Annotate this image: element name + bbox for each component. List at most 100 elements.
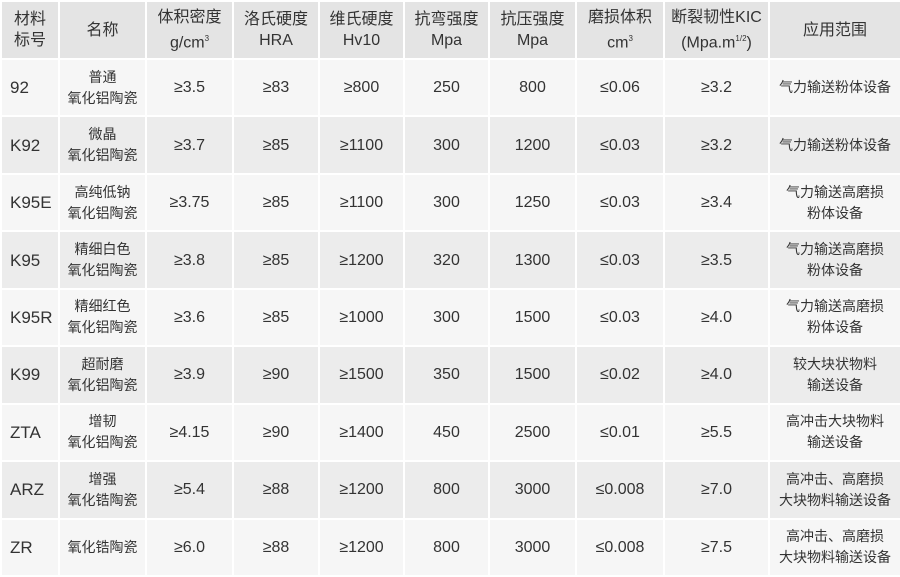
cell-name: 精细白色 氧化铝陶瓷 bbox=[58, 230, 147, 290]
cell-hra: ≥85 bbox=[232, 172, 320, 233]
table-row: ZTA 增韧 氧化铝陶瓷 ≥4.15 ≥90 ≥1400 450 2500 ≤0.01 ≥5.5 高… bbox=[0, 402, 900, 463]
cell-code: K95 bbox=[0, 230, 60, 290]
cell-app: 气力输送高磨损 粉体设备 bbox=[768, 287, 900, 348]
header-comp: 抗压强度 Mpa bbox=[488, 0, 577, 60]
cell-app: 高冲击、高磨损 大块物料输送设备 bbox=[768, 460, 900, 520]
cell-wear: ≤0.02 bbox=[575, 345, 665, 405]
cell-code: K95E bbox=[0, 172, 60, 233]
cell-app: 气力输送粉体设备 bbox=[768, 57, 900, 118]
cell-hv: ≥1500 bbox=[318, 345, 405, 405]
cell-hv: ≥1000 bbox=[318, 287, 405, 348]
cell-name: 超耐磨 氧化铝陶瓷 bbox=[58, 345, 147, 405]
header-wear: 磨损体积 cm3 bbox=[575, 0, 665, 60]
header-hv: 维氏硬度 Hv10 bbox=[318, 0, 405, 60]
cell-hra: ≥85 bbox=[232, 287, 320, 348]
cell-app: 较大块状物料 输送设备 bbox=[768, 345, 900, 405]
cell-comp: 3000 bbox=[488, 517, 577, 577]
cell-comp: 800 bbox=[488, 57, 577, 118]
cell-code: K95R bbox=[0, 287, 60, 348]
cell-comp: 1500 bbox=[488, 287, 577, 348]
cell-density: ≥5.4 bbox=[145, 460, 234, 520]
cell-app: 气力输送高磨损 粉体设备 bbox=[768, 172, 900, 233]
cell-bend: 800 bbox=[403, 460, 490, 520]
cell-wear: ≤0.008 bbox=[575, 517, 665, 577]
cell-density: ≥3.75 bbox=[145, 172, 234, 233]
header-code: 材料 标号 bbox=[0, 0, 60, 60]
cell-kic: ≥4.0 bbox=[663, 345, 770, 405]
cell-comp: 2500 bbox=[488, 402, 577, 463]
cell-name: 增韧 氧化铝陶瓷 bbox=[58, 402, 147, 463]
cell-wear: ≤0.03 bbox=[575, 115, 665, 175]
cell-kic: ≥7.0 bbox=[663, 460, 770, 520]
cell-wear: ≤0.03 bbox=[575, 287, 665, 348]
cell-bend: 300 bbox=[403, 172, 490, 233]
cell-hra: ≥90 bbox=[232, 402, 320, 463]
header-row: 材料 标号 名称 体积密度 g/cm3 洛氏硬度 HRA 维氏硬度 Hv10 抗弯强度 M… bbox=[0, 0, 900, 60]
cell-kic: ≥3.2 bbox=[663, 57, 770, 118]
cell-name: 微晶 氧化铝陶瓷 bbox=[58, 115, 147, 175]
cell-code: ARZ bbox=[0, 460, 60, 520]
table-row: ARZ 增强 氧化锆陶瓷 ≥5.4 ≥88 ≥1200 800 3000 ≤0.008 ≥7.0 高… bbox=[0, 460, 900, 520]
cell-kic: ≥4.0 bbox=[663, 287, 770, 348]
cell-kic: ≥3.2 bbox=[663, 115, 770, 175]
cell-comp: 1300 bbox=[488, 230, 577, 290]
header-application: 应用范围 bbox=[768, 0, 900, 60]
cell-app: 气力输送高磨损 粉体设备 bbox=[768, 230, 900, 290]
cell-bend: 800 bbox=[403, 517, 490, 577]
cell-name: 增强 氧化锆陶瓷 bbox=[58, 460, 147, 520]
cell-comp: 3000 bbox=[488, 460, 577, 520]
cell-kic: ≥5.5 bbox=[663, 402, 770, 463]
table-row: ZR 氧化锆陶瓷 ≥6.0 ≥88 ≥1200 800 3000 ≤0.008 ≥7.5 高冲击、… bbox=[0, 517, 900, 577]
table-row: K95 精细白色 氧化铝陶瓷 ≥3.8 ≥85 ≥1200 320 1300 ≤0.03 ≥3.5… bbox=[0, 230, 900, 290]
cell-code: ZTA bbox=[0, 402, 60, 463]
cell-code: 92 bbox=[0, 57, 60, 118]
header-bend: 抗弯强度 Mpa bbox=[403, 0, 490, 60]
cell-kic: ≥7.5 bbox=[663, 517, 770, 577]
cell-hv: ≥1100 bbox=[318, 172, 405, 233]
cell-wear: ≤0.03 bbox=[575, 172, 665, 233]
cell-density: ≥3.7 bbox=[145, 115, 234, 175]
header-hra: 洛氏硬度 HRA bbox=[232, 0, 320, 60]
cell-hv: ≥1100 bbox=[318, 115, 405, 175]
cell-comp: 1200 bbox=[488, 115, 577, 175]
cell-bend: 350 bbox=[403, 345, 490, 405]
cell-hv: ≥1200 bbox=[318, 230, 405, 290]
cell-kic: ≥3.5 bbox=[663, 230, 770, 290]
cell-density: ≥3.9 bbox=[145, 345, 234, 405]
cell-bend: 300 bbox=[403, 287, 490, 348]
cell-name: 精细红色 氧化铝陶瓷 bbox=[58, 287, 147, 348]
cell-wear: ≤0.01 bbox=[575, 402, 665, 463]
cell-name: 高纯低钠 氧化铝陶瓷 bbox=[58, 172, 147, 233]
cell-hv: ≥1400 bbox=[318, 402, 405, 463]
cell-comp: 1500 bbox=[488, 345, 577, 405]
table-row: K95E 高纯低钠 氧化铝陶瓷 ≥3.75 ≥85 ≥1100 300 1250 ≤0.03 ≥3… bbox=[0, 172, 900, 233]
cell-density: ≥3.8 bbox=[145, 230, 234, 290]
cell-bend: 450 bbox=[403, 402, 490, 463]
cell-hra: ≥90 bbox=[232, 345, 320, 405]
cell-density: ≥4.15 bbox=[145, 402, 234, 463]
header-name: 名称 bbox=[58, 0, 147, 60]
header-kic: 断裂韧性KIC (Mpa.m1/2) bbox=[663, 0, 770, 60]
cell-bend: 320 bbox=[403, 230, 490, 290]
table-row: K92 微晶 氧化铝陶瓷 ≥3.7 ≥85 ≥1100 300 1200 ≤0.03 ≥3.2 气力… bbox=[0, 115, 900, 175]
table-row: 92 普通 氧化铝陶瓷 ≥3.5 ≥83 ≥800 250 800 ≤0.06 ≥3.2 气力输送粉… bbox=[0, 57, 900, 118]
cell-bend: 250 bbox=[403, 57, 490, 118]
cell-code: K92 bbox=[0, 115, 60, 175]
cell-density: ≥3.6 bbox=[145, 287, 234, 348]
cell-hra: ≥85 bbox=[232, 115, 320, 175]
cell-comp: 1250 bbox=[488, 172, 577, 233]
cell-hra: ≥88 bbox=[232, 517, 320, 577]
cell-wear: ≤0.03 bbox=[575, 230, 665, 290]
cell-app: 高冲击大块物料 输送设备 bbox=[768, 402, 900, 463]
cell-wear: ≤0.06 bbox=[575, 57, 665, 118]
cell-hra: ≥85 bbox=[232, 230, 320, 290]
cell-density: ≥6.0 bbox=[145, 517, 234, 577]
cell-name: 氧化锆陶瓷 bbox=[58, 517, 147, 577]
cell-hv: ≥1200 bbox=[318, 517, 405, 577]
cell-wear: ≤0.008 bbox=[575, 460, 665, 520]
cell-hv: ≥1200 bbox=[318, 460, 405, 520]
cell-app: 高冲击、高磨损 大块物料输送设备 bbox=[768, 517, 900, 577]
cell-hv: ≥800 bbox=[318, 57, 405, 118]
cell-name: 普通 氧化铝陶瓷 bbox=[58, 57, 147, 118]
